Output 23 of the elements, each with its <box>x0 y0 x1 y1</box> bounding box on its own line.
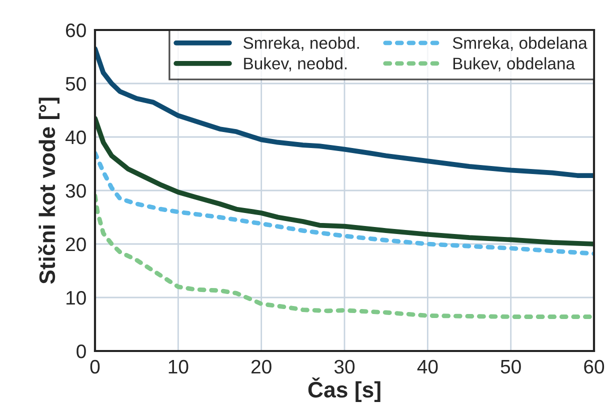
y-tick-label: 30 <box>66 184 86 198</box>
line-series <box>95 194 594 319</box>
y-tick-label: 0 <box>76 344 86 358</box>
y-tick-label: 10 <box>66 290 86 305</box>
x-tick-label: 30 <box>334 360 355 374</box>
x-axis-title: Čas [s] <box>308 377 380 402</box>
y-axis-title: Stični kot vode [°] <box>38 98 60 284</box>
y-tick-label: 50 <box>66 76 86 91</box>
legend-label: Bukev, obdelana <box>453 57 576 72</box>
legend-label: Smreka, neobd. <box>244 36 359 51</box>
legend-label: Smreka, obdelana <box>452 36 588 51</box>
x-tick-label: 40 <box>417 360 438 374</box>
y-tick-label: 40 <box>65 130 86 144</box>
y-tick-label: 60 <box>66 23 86 38</box>
line-series <box>95 150 594 256</box>
legend-label: Bukev, neobd. <box>244 57 347 72</box>
x-tick-label: 20 <box>252 360 272 374</box>
x-tick-label: 0 <box>90 360 100 374</box>
x-tick-label: 10 <box>168 360 188 374</box>
x-tick-label: 60 <box>584 360 604 374</box>
line-series <box>95 116 594 246</box>
x-tick-label: 50 <box>500 360 521 374</box>
y-tick-label: 20 <box>66 237 86 252</box>
